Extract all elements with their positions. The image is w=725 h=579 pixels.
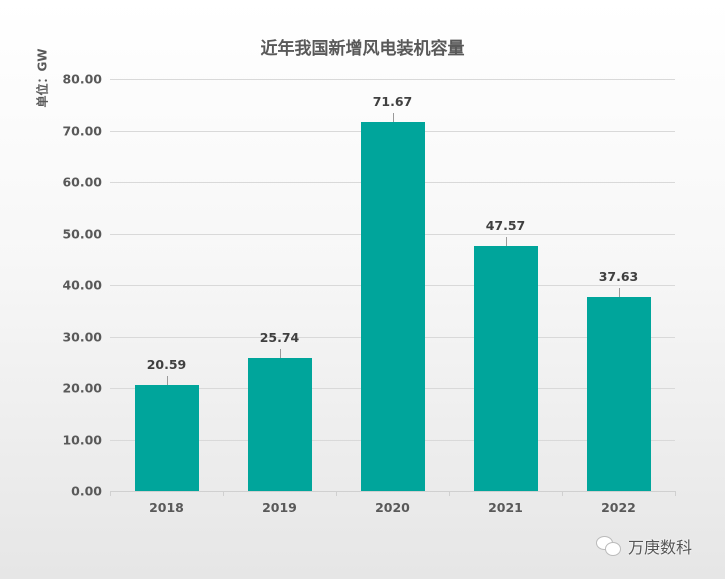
chart-title: 近年我国新增风电装机容量 [260, 39, 465, 59]
y-tick-label: 70.00 [62, 123, 102, 138]
bar-2022 [586, 297, 651, 491]
data-label-leader-line [505, 237, 507, 246]
y-tick-label: 60.00 [62, 174, 102, 190]
data-label: 71.67 [372, 93, 413, 109]
y-tick-label: 80.00 [62, 71, 102, 87]
x-tick-mark [675, 491, 676, 496]
x-tick-mark [223, 491, 224, 496]
bar-2020 [360, 121, 425, 491]
x-tick-mark [449, 491, 450, 496]
data-label-leader-line [392, 112, 394, 122]
data-label: 20.59 [146, 356, 187, 372]
x-tick-label: 2018 [149, 500, 184, 515]
x-tick-label: 2022 [601, 500, 636, 515]
x-tick-label: 2021 [488, 500, 523, 515]
y-tick-label: 0.00 [71, 483, 102, 499]
y-tick-label: 40.00 [62, 277, 102, 293]
x-axis-line [110, 491, 675, 492]
y-tick-label: 50.00 [62, 226, 102, 241]
data-label-leader-line [166, 375, 168, 385]
data-label-leader-line [279, 349, 281, 359]
bar-2018 [134, 384, 199, 491]
x-tick-label: 2019 [262, 500, 297, 515]
y-tick-label: 20.00 [62, 380, 102, 396]
data-label: 37.63 [598, 269, 639, 285]
bar-2019 [247, 358, 312, 491]
data-label: 25.74 [259, 330, 300, 346]
x-tick-mark [336, 491, 337, 496]
data-label-leader-line [618, 288, 620, 298]
bar-2021 [473, 246, 538, 491]
y-tick-label: 10.00 [62, 432, 102, 447]
watermark: 万庚数科 [596, 534, 692, 558]
x-tick-mark [110, 491, 111, 496]
x-tick-label: 2020 [375, 500, 410, 515]
data-label: 47.57 [485, 218, 526, 233]
gridline [110, 79, 675, 80]
y-tick-label: 30.00 [62, 329, 102, 344]
wechat-icon [596, 536, 622, 556]
watermark-text: 万庚数科 [628, 538, 693, 557]
x-tick-mark [562, 491, 563, 496]
